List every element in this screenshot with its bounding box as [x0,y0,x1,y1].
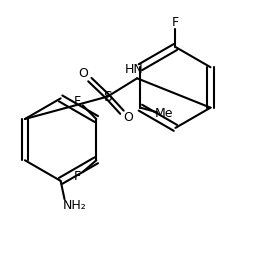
Text: Me: Me [155,107,174,120]
Text: S: S [103,90,112,104]
Text: HN: HN [124,63,143,76]
Text: F: F [74,170,81,183]
Text: NH₂: NH₂ [62,199,86,212]
Text: O: O [79,67,89,80]
Text: O: O [123,111,133,124]
Text: F: F [172,16,179,29]
Text: F: F [74,95,81,108]
